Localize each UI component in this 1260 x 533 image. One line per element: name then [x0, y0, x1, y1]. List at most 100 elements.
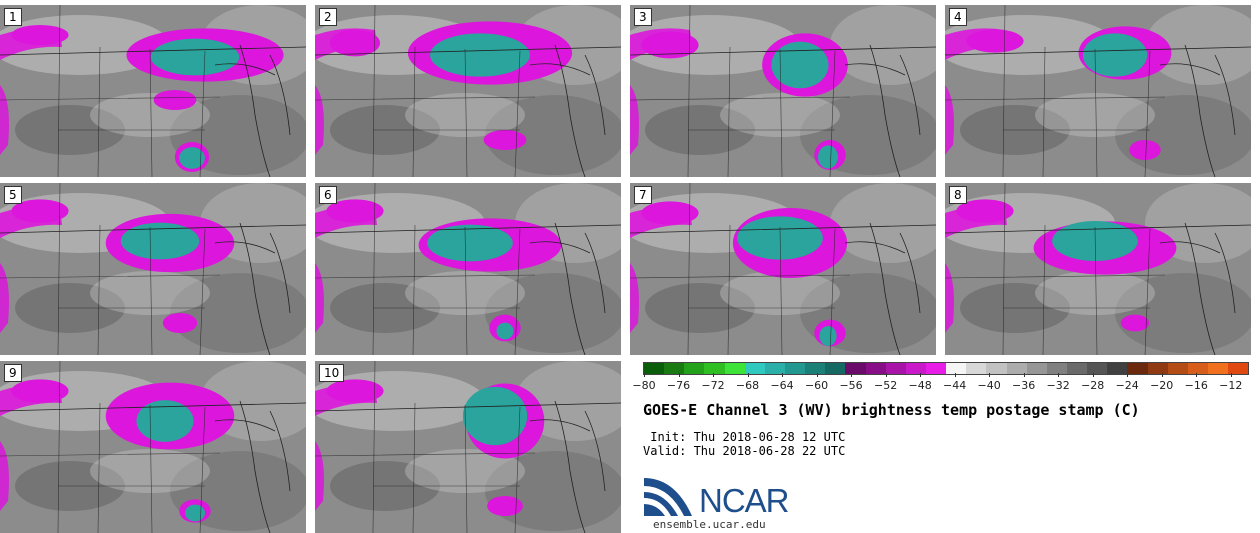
map-6: [315, 183, 621, 355]
colorbar-tick-label: −36: [1012, 379, 1036, 392]
cold-cloud-top: [120, 222, 200, 260]
country-border: [945, 224, 1251, 234]
panel-number-7: 7: [634, 186, 652, 204]
moisture-band: [405, 449, 525, 493]
colorbar-segment: [1087, 363, 1108, 374]
colorbar-segment: [946, 363, 967, 374]
moisture-band: [720, 93, 840, 137]
dry-slot: [1115, 273, 1251, 353]
colorbar-segment: [1127, 363, 1148, 374]
colorbar-segment: [684, 363, 705, 374]
colorbar-segment: [885, 363, 906, 374]
convective-cloud: [641, 31, 699, 59]
cold-cloud-top: [818, 145, 838, 169]
colorbar-segment: [744, 363, 765, 374]
colorbar-tick: [989, 373, 991, 377]
panel-number-2: 2: [319, 8, 337, 26]
member-panel-9: 9: [0, 361, 306, 533]
cold-cloud-top: [136, 400, 194, 442]
cold-cloud-top: [819, 326, 837, 346]
cold-cloud-top: [462, 386, 528, 446]
state-borders: [630, 274, 851, 309]
convective-cloud: [153, 90, 197, 110]
colorbar-tick-label: −16: [1184, 379, 1208, 392]
great-lakes-outline: [554, 44, 606, 177]
colorbar-segment: [1006, 363, 1027, 374]
great-lakes-outline: [869, 222, 921, 355]
colorbar-tick-label: −12: [1219, 379, 1243, 392]
lake-superior-outline: [1159, 241, 1221, 254]
map-2: [315, 5, 621, 177]
map-4: [945, 5, 1251, 177]
ncar-logo-url: ensemble.ucar.edu: [653, 518, 766, 531]
state-borders: [945, 274, 1166, 309]
convective-cloud: [641, 201, 699, 225]
lake-superior-outline: [214, 419, 276, 432]
lake-superior-outline: [214, 63, 276, 76]
state-borders: [57, 5, 206, 177]
moisture-band: [1035, 93, 1155, 137]
cloud-streak: [315, 441, 324, 511]
colorbar-tick-label: −24: [1115, 379, 1139, 392]
colorbar-segment: [1066, 363, 1088, 374]
cloud-streak: [0, 441, 9, 511]
colorbar-tick-label: −60: [804, 379, 829, 392]
colorbar-tick: [1058, 373, 1060, 377]
panel-number-10: 10: [319, 364, 345, 382]
convective-cloud: [162, 313, 198, 333]
cloud-streak: [315, 85, 324, 155]
map-3: [630, 5, 936, 177]
state-borders: [687, 183, 836, 355]
convective-cloud: [326, 199, 384, 223]
convective-cloud: [487, 496, 523, 516]
moisture-band: [405, 93, 525, 137]
state-borders: [1002, 5, 1151, 177]
colorbar-ticks: −80 −76 −72 −68 −64 −60 −56 −52 −48 −44 −40 −36 −32−…: [632, 373, 1249, 395]
colorbar-segment: [724, 363, 745, 374]
great-lakes-outline: [239, 400, 291, 533]
state-borders: [0, 452, 221, 487]
colorbar-tick-label: −72: [701, 379, 725, 392]
dry-slot: [170, 273, 306, 353]
colorbar-tick: [816, 373, 818, 377]
colorbar-segment: [664, 363, 685, 374]
colorbar-segment: [704, 363, 725, 374]
cold-cloud-top: [430, 33, 530, 77]
colorbar-tick-label: −64: [770, 379, 794, 392]
colorbar-tick-label: −80: [632, 379, 656, 392]
state-borders: [0, 274, 221, 309]
cloud-streak: [945, 263, 954, 333]
convective-cloud: [1129, 140, 1161, 160]
state-borders: [945, 96, 1166, 131]
moisture-band: [830, 183, 936, 263]
colorbar-segment: [865, 363, 886, 374]
colorbar-segment: [784, 363, 806, 374]
colorbar-segment: [1187, 363, 1208, 374]
state-borders: [57, 361, 206, 533]
moisture-band: [1035, 271, 1155, 315]
colorbar-segment: [1167, 363, 1188, 374]
colorbar-tick: [678, 373, 680, 377]
lake-superior-outline: [214, 241, 276, 254]
panel-number-6: 6: [319, 186, 337, 204]
colorbar-tick: [851, 373, 853, 377]
dry-slot: [485, 95, 621, 175]
colorbar-segment: [845, 363, 866, 374]
colorbar-tick: [1196, 373, 1198, 377]
colorbar-tick-label: −44: [943, 379, 967, 392]
colorbar-tick: [644, 373, 645, 377]
map-5: [0, 183, 306, 355]
lake-superior-outline: [529, 63, 591, 76]
colorbar-segment: [925, 363, 947, 374]
ncar-logo-text: NCAR: [699, 482, 790, 519]
colorbar-tick-label: −76: [666, 379, 691, 392]
lake-superior-outline: [844, 63, 906, 76]
convective-cloud: [1120, 314, 1150, 332]
colorbar-segment: [1228, 363, 1249, 374]
lake-superior-outline: [529, 241, 591, 254]
colorbar-tick-label: −40: [977, 379, 1001, 392]
panel-number-1: 1: [4, 8, 22, 26]
convective-cloud: [11, 25, 69, 45]
ncar-logo-icon: [644, 478, 692, 516]
colorbar-tick-label: −28: [1081, 379, 1105, 392]
